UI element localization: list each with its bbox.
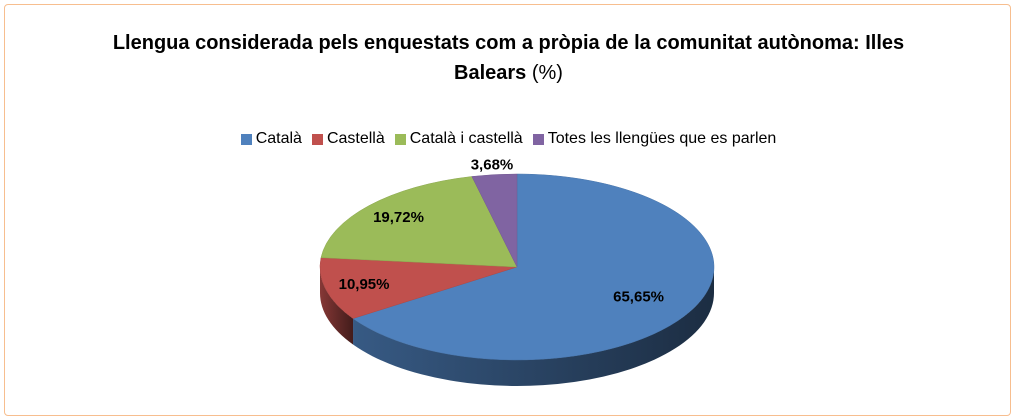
legend-swatch — [240, 133, 252, 145]
legend-label: Català i castellà — [409, 130, 523, 147]
slice-top — [471, 173, 518, 268]
legend-item: Català — [240, 130, 302, 148]
chart-title: Llengua considerada pels enquestats com … — [100, 28, 917, 88]
legend-label: Totes les llengües que es parlen — [547, 130, 777, 147]
slice-top — [352, 173, 715, 361]
slice — [352, 173, 715, 386]
legend-item: Castellà — [311, 130, 385, 148]
legend-swatch — [394, 133, 406, 145]
legend-swatch — [532, 133, 544, 145]
slice-top — [320, 176, 518, 268]
slice — [320, 176, 518, 268]
legend-label: Castellà — [326, 130, 385, 147]
data-label: 65,65% — [613, 289, 664, 306]
legend: Català Castellà Català i castellà Totes les… — [0, 130, 1017, 148]
legend-label: Català — [255, 130, 302, 147]
slice-side — [353, 267, 714, 386]
data-label: 10,95% — [339, 276, 390, 293]
data-label: 19,72% — [373, 209, 424, 226]
slice — [471, 173, 518, 268]
data-label: 3,68% — [471, 156, 514, 173]
title-unit: (%) — [531, 62, 563, 84]
legend-swatch — [311, 133, 323, 145]
slice — [319, 257, 518, 345]
legend-item: Català i castellà — [394, 130, 523, 148]
legend-item: Totes les llengües que es parlen — [532, 130, 777, 148]
title-text: Llengua considerada pels enquestats com … — [112, 32, 905, 84]
slice-side — [320, 267, 354, 345]
slice-top — [319, 257, 518, 319]
